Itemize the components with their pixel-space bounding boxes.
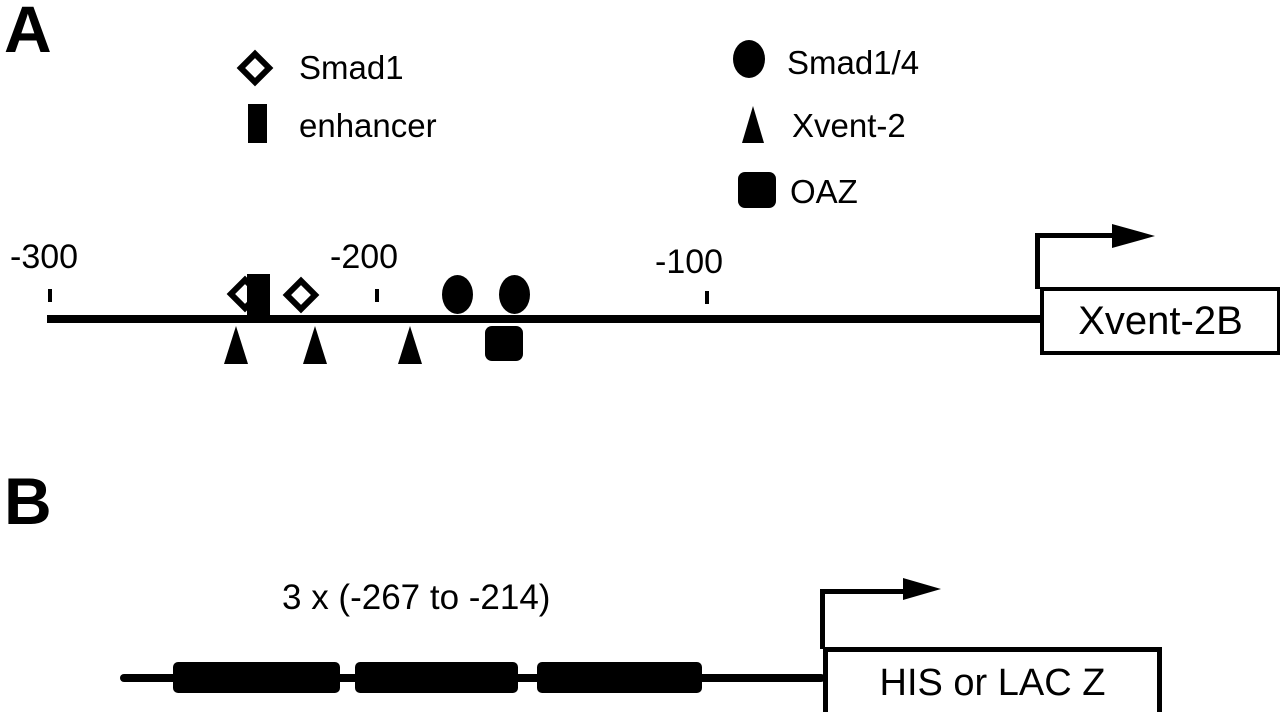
repeat-block-1 — [173, 662, 340, 693]
axis-label-minus100: -100 — [655, 243, 724, 281]
gene-box-xvent2b: Xvent-2B — [1040, 287, 1280, 355]
tick-minus200 — [375, 289, 379, 302]
axis-label-minus200: -200 — [330, 238, 399, 276]
enhancer-rect-icon — [248, 104, 267, 143]
legend-oaz-label: OAZ — [790, 173, 858, 210]
panel-b-label: B — [4, 464, 52, 538]
promoter-line — [47, 315, 1040, 323]
smad14-site-ellipse-2 — [499, 275, 530, 314]
repeat-block-2 — [355, 662, 518, 693]
panel-a-label: A — [4, 0, 52, 66]
gene-box-reporter: HIS or LAC Z — [823, 647, 1162, 712]
tss-arrow-shaft-b — [820, 589, 905, 594]
tss-arrowhead-icon-a — [1112, 224, 1155, 248]
tss-arrow-stem-b — [820, 591, 825, 649]
repeat-block-3 — [537, 662, 702, 693]
legend-smad1-label: Smad1 — [299, 49, 404, 86]
tick-minus100 — [705, 291, 709, 304]
tss-arrow-stem-a — [1035, 235, 1040, 289]
enhancer-site-rect — [247, 274, 270, 315]
xvent2-triangle-icon — [742, 106, 764, 143]
legend-smad14-label: Smad1/4 — [787, 44, 920, 81]
smad14-site-ellipse-1 — [442, 275, 473, 314]
xvent2-site-triangle-1 — [224, 326, 248, 364]
legend-enhancer-label: enhancer — [299, 107, 437, 144]
axis-label-minus300: -300 — [10, 238, 79, 276]
tick-minus300 — [48, 289, 52, 302]
tss-arrow-shaft-a — [1035, 233, 1115, 238]
repeat-region-label: 3 x (-267 to -214) — [282, 578, 551, 617]
gene-box-reporter-label: HIS or LAC Z — [879, 661, 1106, 704]
oaz-site-square — [485, 326, 523, 361]
xvent2-site-triangle-2 — [303, 326, 327, 364]
smad1-open-diamond-icon — [236, 49, 274, 87]
oaz-square-icon — [738, 172, 776, 208]
tss-arrowhead-icon-b — [903, 578, 941, 600]
smad14-ellipse-icon — [733, 40, 765, 78]
xvent2-site-triangle-3 — [398, 326, 422, 364]
gene-box-xvent2b-label: Xvent-2B — [1078, 299, 1243, 343]
smad1-site-diamond-2 — [282, 276, 320, 314]
legend-xvent2-label: Xvent-2 — [792, 107, 906, 144]
